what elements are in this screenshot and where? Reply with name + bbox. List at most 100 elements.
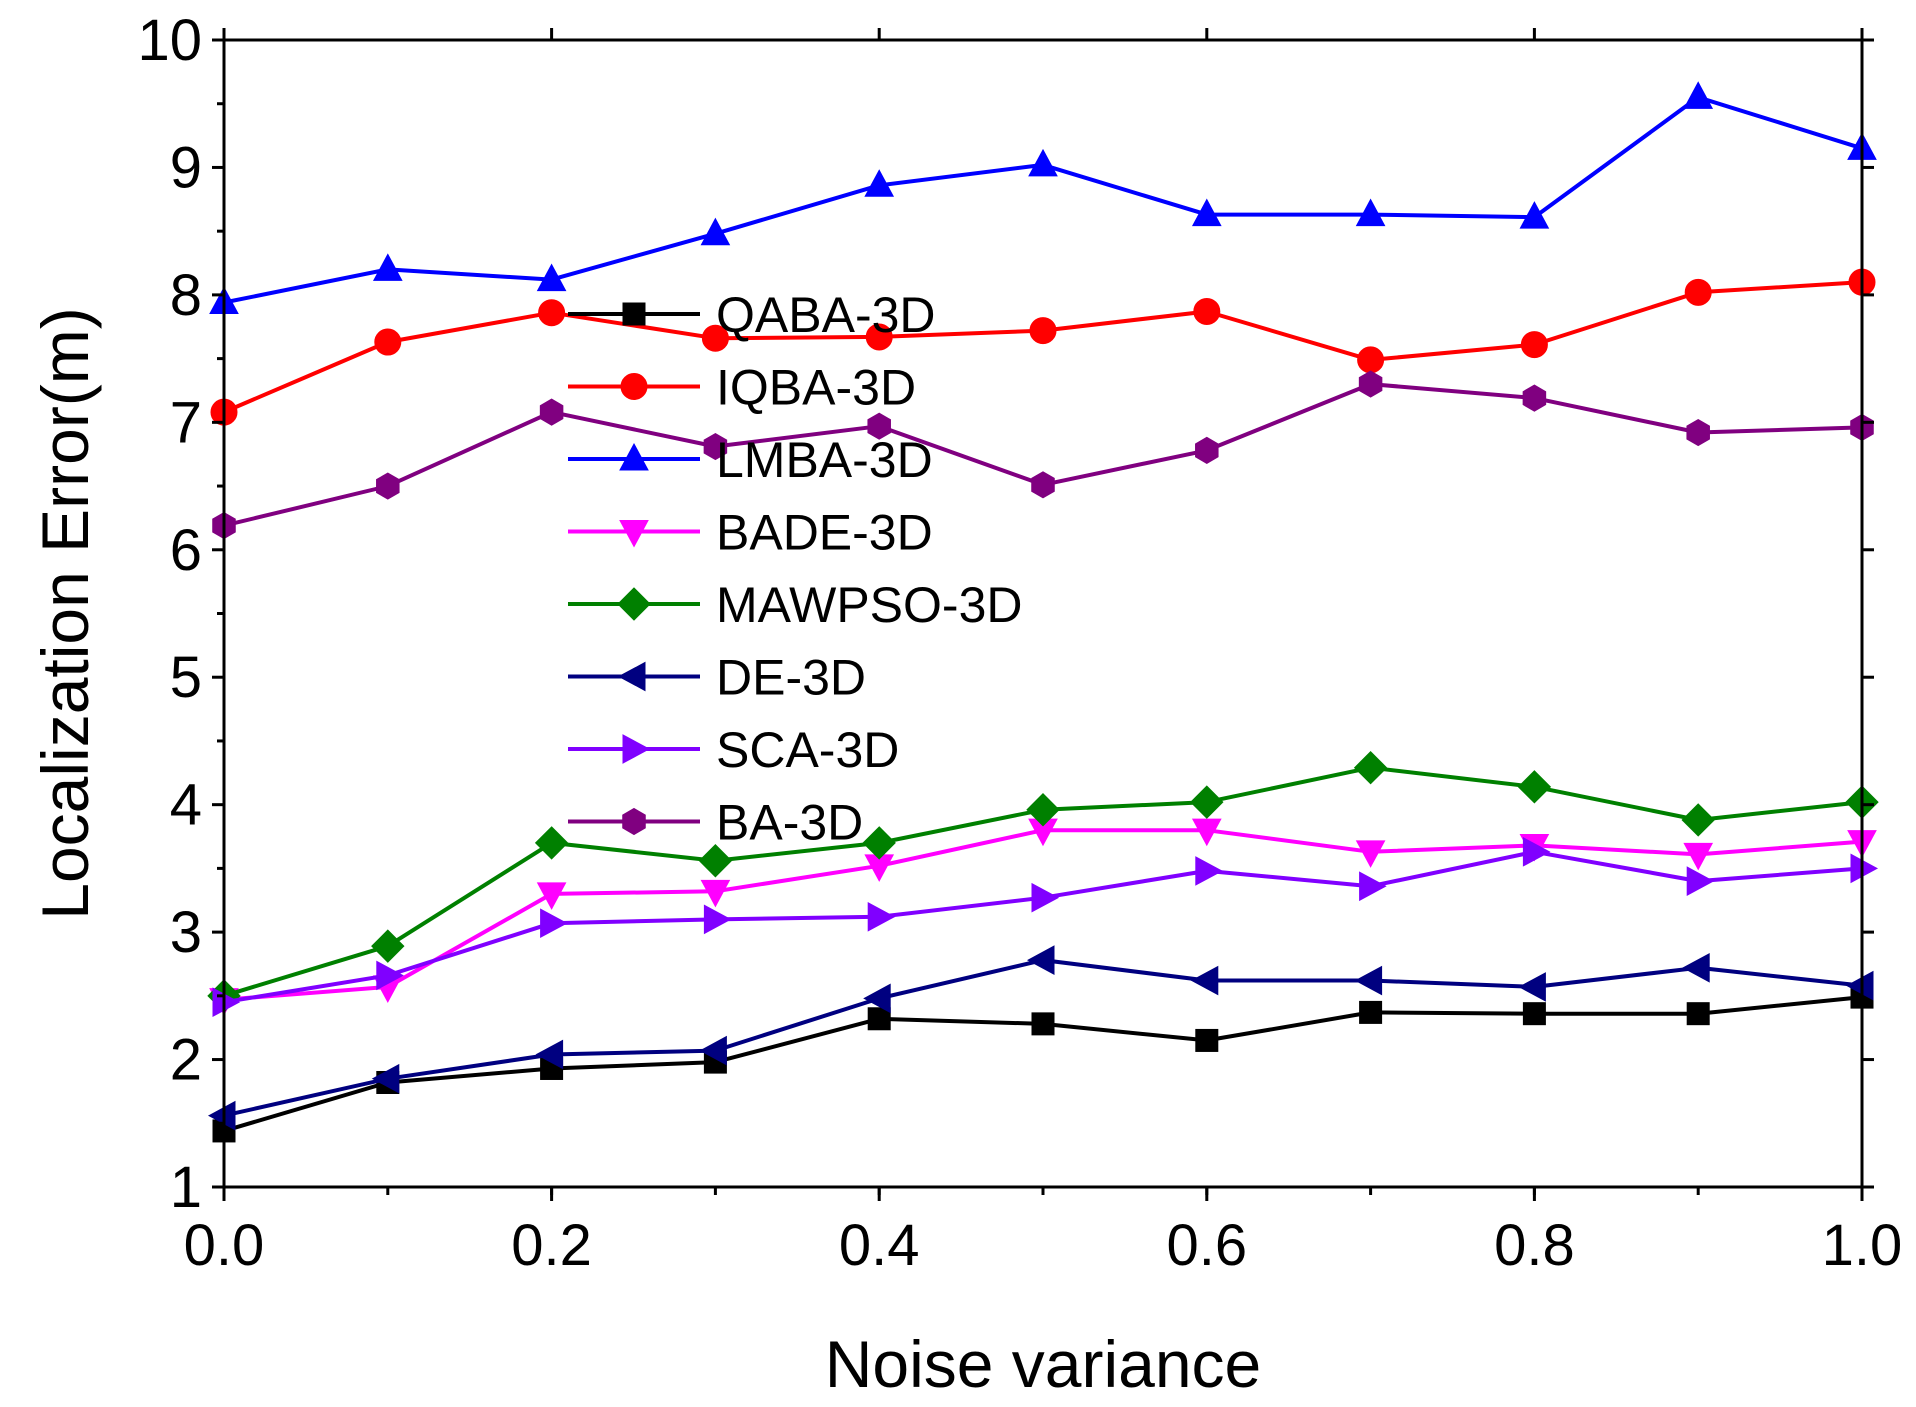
series-qaba-3d bbox=[212, 985, 1874, 1143]
data-point bbox=[1029, 317, 1057, 345]
y-tick-label: 10 bbox=[137, 8, 202, 73]
data-point bbox=[1191, 818, 1222, 847]
data-point bbox=[1195, 856, 1223, 886]
series-de-3d bbox=[207, 945, 1874, 1131]
series-bade-3d bbox=[209, 818, 1877, 1016]
data-point bbox=[701, 324, 729, 352]
series-line bbox=[223, 828, 1863, 1002]
legend-marker bbox=[620, 373, 648, 400]
legend-marker bbox=[622, 302, 646, 326]
data-point bbox=[1355, 198, 1386, 227]
data-point bbox=[700, 879, 731, 908]
data-point bbox=[1193, 297, 1221, 325]
legend-label: BADE-3D bbox=[716, 505, 933, 561]
data-point bbox=[376, 960, 404, 991]
data-point bbox=[374, 328, 402, 356]
legend-marker bbox=[619, 442, 649, 471]
data-point bbox=[1190, 785, 1224, 819]
series-sca-3d bbox=[212, 836, 1879, 1018]
x-tick-label: 0.0 bbox=[184, 1213, 265, 1278]
data-point bbox=[1026, 793, 1060, 827]
series-line bbox=[223, 958, 1863, 1118]
data-point bbox=[1353, 751, 1388, 785]
y-tick-label: 6 bbox=[170, 518, 202, 583]
legend-marker bbox=[617, 587, 651, 621]
series-line bbox=[223, 382, 1863, 528]
data-point bbox=[864, 169, 895, 197]
legend-label: IQBA-3D bbox=[716, 360, 916, 416]
data-point bbox=[1681, 803, 1715, 837]
series-line bbox=[223, 849, 1863, 1005]
legend-item: SCA-3D bbox=[568, 722, 899, 778]
data-point bbox=[703, 904, 732, 935]
data-point bbox=[1686, 866, 1715, 896]
y-axis-title: Localization Error(m) bbox=[28, 307, 102, 920]
data-point bbox=[534, 826, 569, 860]
data-point bbox=[1519, 201, 1550, 229]
data-point bbox=[863, 983, 891, 1014]
data-point bbox=[1517, 770, 1552, 804]
data-point bbox=[1683, 842, 1714, 871]
x-tick-label: 0.4 bbox=[839, 1213, 920, 1278]
legend-item: DE-3D bbox=[568, 650, 866, 706]
data-point bbox=[1522, 1002, 1546, 1026]
legend-item: BA-3D bbox=[568, 795, 863, 851]
data-point bbox=[1195, 1028, 1219, 1052]
series-lmba-3d bbox=[209, 81, 1877, 315]
data-point bbox=[536, 263, 567, 292]
series-iqba-3d bbox=[210, 268, 1876, 426]
data-point bbox=[535, 1039, 564, 1070]
y-tick-label: 9 bbox=[170, 135, 202, 200]
data-point bbox=[1359, 871, 1387, 902]
legend: QABA-3D IQBA-3D LMBA-3D BADE-3D MAWPSO-3D DE-… bbox=[568, 287, 1023, 851]
y-tick-label: 4 bbox=[170, 773, 202, 838]
legend-marker bbox=[619, 520, 649, 548]
data-point bbox=[862, 826, 896, 860]
legend-label: DE-3D bbox=[716, 650, 866, 706]
data-point bbox=[1682, 952, 1710, 983]
data-point bbox=[1195, 436, 1219, 464]
y-tick-label: 2 bbox=[170, 1028, 202, 1093]
x-tick-label: 0.8 bbox=[1494, 1213, 1575, 1278]
data-point bbox=[1357, 346, 1385, 374]
y-tick-label: 8 bbox=[170, 263, 202, 328]
data-point bbox=[1684, 278, 1712, 306]
legend-item: BADE-3D bbox=[568, 505, 933, 561]
data-point bbox=[1358, 370, 1383, 398]
data-point bbox=[371, 1063, 400, 1094]
data-point bbox=[700, 217, 731, 246]
data-point bbox=[865, 323, 893, 351]
data-point bbox=[1686, 418, 1710, 447]
data-point bbox=[1522, 836, 1551, 867]
data-point bbox=[539, 398, 564, 426]
legend-item: IQBA-3D bbox=[568, 360, 916, 416]
y-tick-label: 5 bbox=[170, 645, 202, 710]
y-tick-label: 3 bbox=[170, 900, 202, 965]
legend-item: LMBA-3D bbox=[568, 432, 933, 488]
legend-item: MAWPSO-3D bbox=[568, 577, 1023, 633]
data-point bbox=[372, 253, 403, 281]
y-tick-label: 1 bbox=[170, 1155, 202, 1220]
data-point bbox=[1028, 148, 1058, 177]
data-point bbox=[698, 844, 733, 878]
y-tick-label: 7 bbox=[170, 390, 202, 455]
legend-item: QABA-3D bbox=[568, 287, 936, 343]
x-tick-label: 1.0 bbox=[1822, 1213, 1903, 1278]
data-point bbox=[1845, 970, 1874, 1001]
data-point bbox=[1355, 840, 1386, 868]
data-point bbox=[1359, 1000, 1383, 1024]
legend-label: LMBA-3D bbox=[716, 432, 933, 488]
data-point bbox=[1522, 384, 1547, 412]
x-tick-label: 0.6 bbox=[1166, 1213, 1247, 1278]
data-point bbox=[867, 901, 896, 932]
series-layer bbox=[207, 81, 1879, 1143]
x-axis-title: Noise variance bbox=[825, 1327, 1262, 1401]
data-point bbox=[1190, 965, 1219, 996]
data-point bbox=[1026, 945, 1055, 975]
series-line bbox=[223, 95, 1863, 305]
legend-marker bbox=[622, 807, 646, 836]
data-point bbox=[1520, 331, 1548, 359]
series-line bbox=[223, 280, 1863, 414]
data-point bbox=[540, 908, 568, 939]
